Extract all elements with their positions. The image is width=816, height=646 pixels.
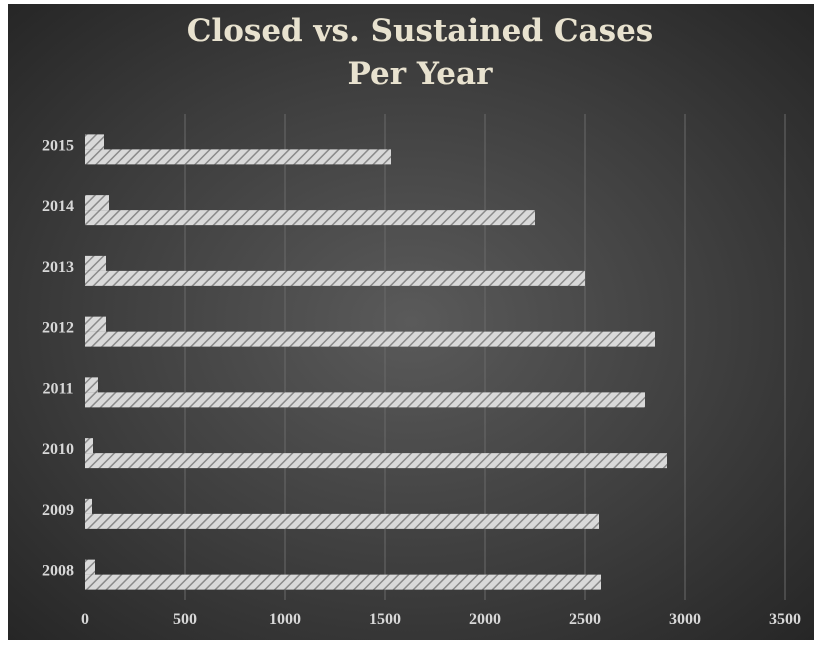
bar-series-1 [85, 331, 655, 347]
bar-series-2 [85, 498, 92, 514]
gridlines [184, 114, 786, 600]
x-axis-tick-labels: 0 500 1000 1500 2000 2500 3000 3500 [81, 611, 801, 628]
y-tick-label: 2014 [42, 198, 74, 215]
x-tick-label: 2000 [469, 611, 501, 628]
x-tick-label: 3000 [669, 611, 701, 628]
x-tick-label: 2500 [569, 611, 601, 628]
bar-series-1 [85, 210, 535, 226]
y-tick-label: 2013 [42, 259, 74, 276]
y-tick-label: 2011 [42, 380, 73, 397]
y-tick-label: 2008 [42, 563, 74, 580]
bar-series-2 [85, 377, 98, 393]
x-tick-label: 3500 [769, 611, 801, 628]
bar-series-1 [85, 270, 585, 286]
bar-series-1 [85, 574, 601, 590]
x-tick-label: 1500 [369, 611, 401, 628]
x-tick-label: 1000 [269, 611, 301, 628]
y-tick-label: 2015 [42, 137, 74, 154]
bar-series-2 [85, 316, 106, 332]
bar-series-1 [85, 149, 391, 165]
y-tick-label: 2012 [42, 320, 74, 337]
chart-area: Closed vs. Sustained Cases Per Year 2008… [8, 4, 814, 640]
bar-series-2 [85, 438, 93, 454]
y-tick-label: 2010 [42, 441, 74, 458]
bars [85, 134, 667, 590]
bar-chart: Closed vs. Sustained Cases Per Year 2008… [42, 13, 801, 628]
chart-title-line-2: Per Year [348, 56, 494, 92]
chart-title-line-1: Closed vs. Sustained Cases [187, 13, 654, 49]
bar-series-2 [85, 559, 95, 575]
bar-series-2 [85, 255, 106, 271]
x-tick-label: 500 [173, 611, 197, 628]
bar-series-1 [85, 392, 645, 408]
bar-series-1 [85, 513, 599, 529]
x-tick-label: 0 [81, 611, 89, 628]
bar-series-2 [85, 195, 109, 211]
bar-series-2 [85, 134, 104, 150]
bar-series-1 [85, 453, 667, 469]
y-tick-label: 2009 [42, 502, 74, 519]
y-axis-tick-labels: 2008 2009 2010 2011 2012 2013 2014 2015 [42, 137, 74, 579]
